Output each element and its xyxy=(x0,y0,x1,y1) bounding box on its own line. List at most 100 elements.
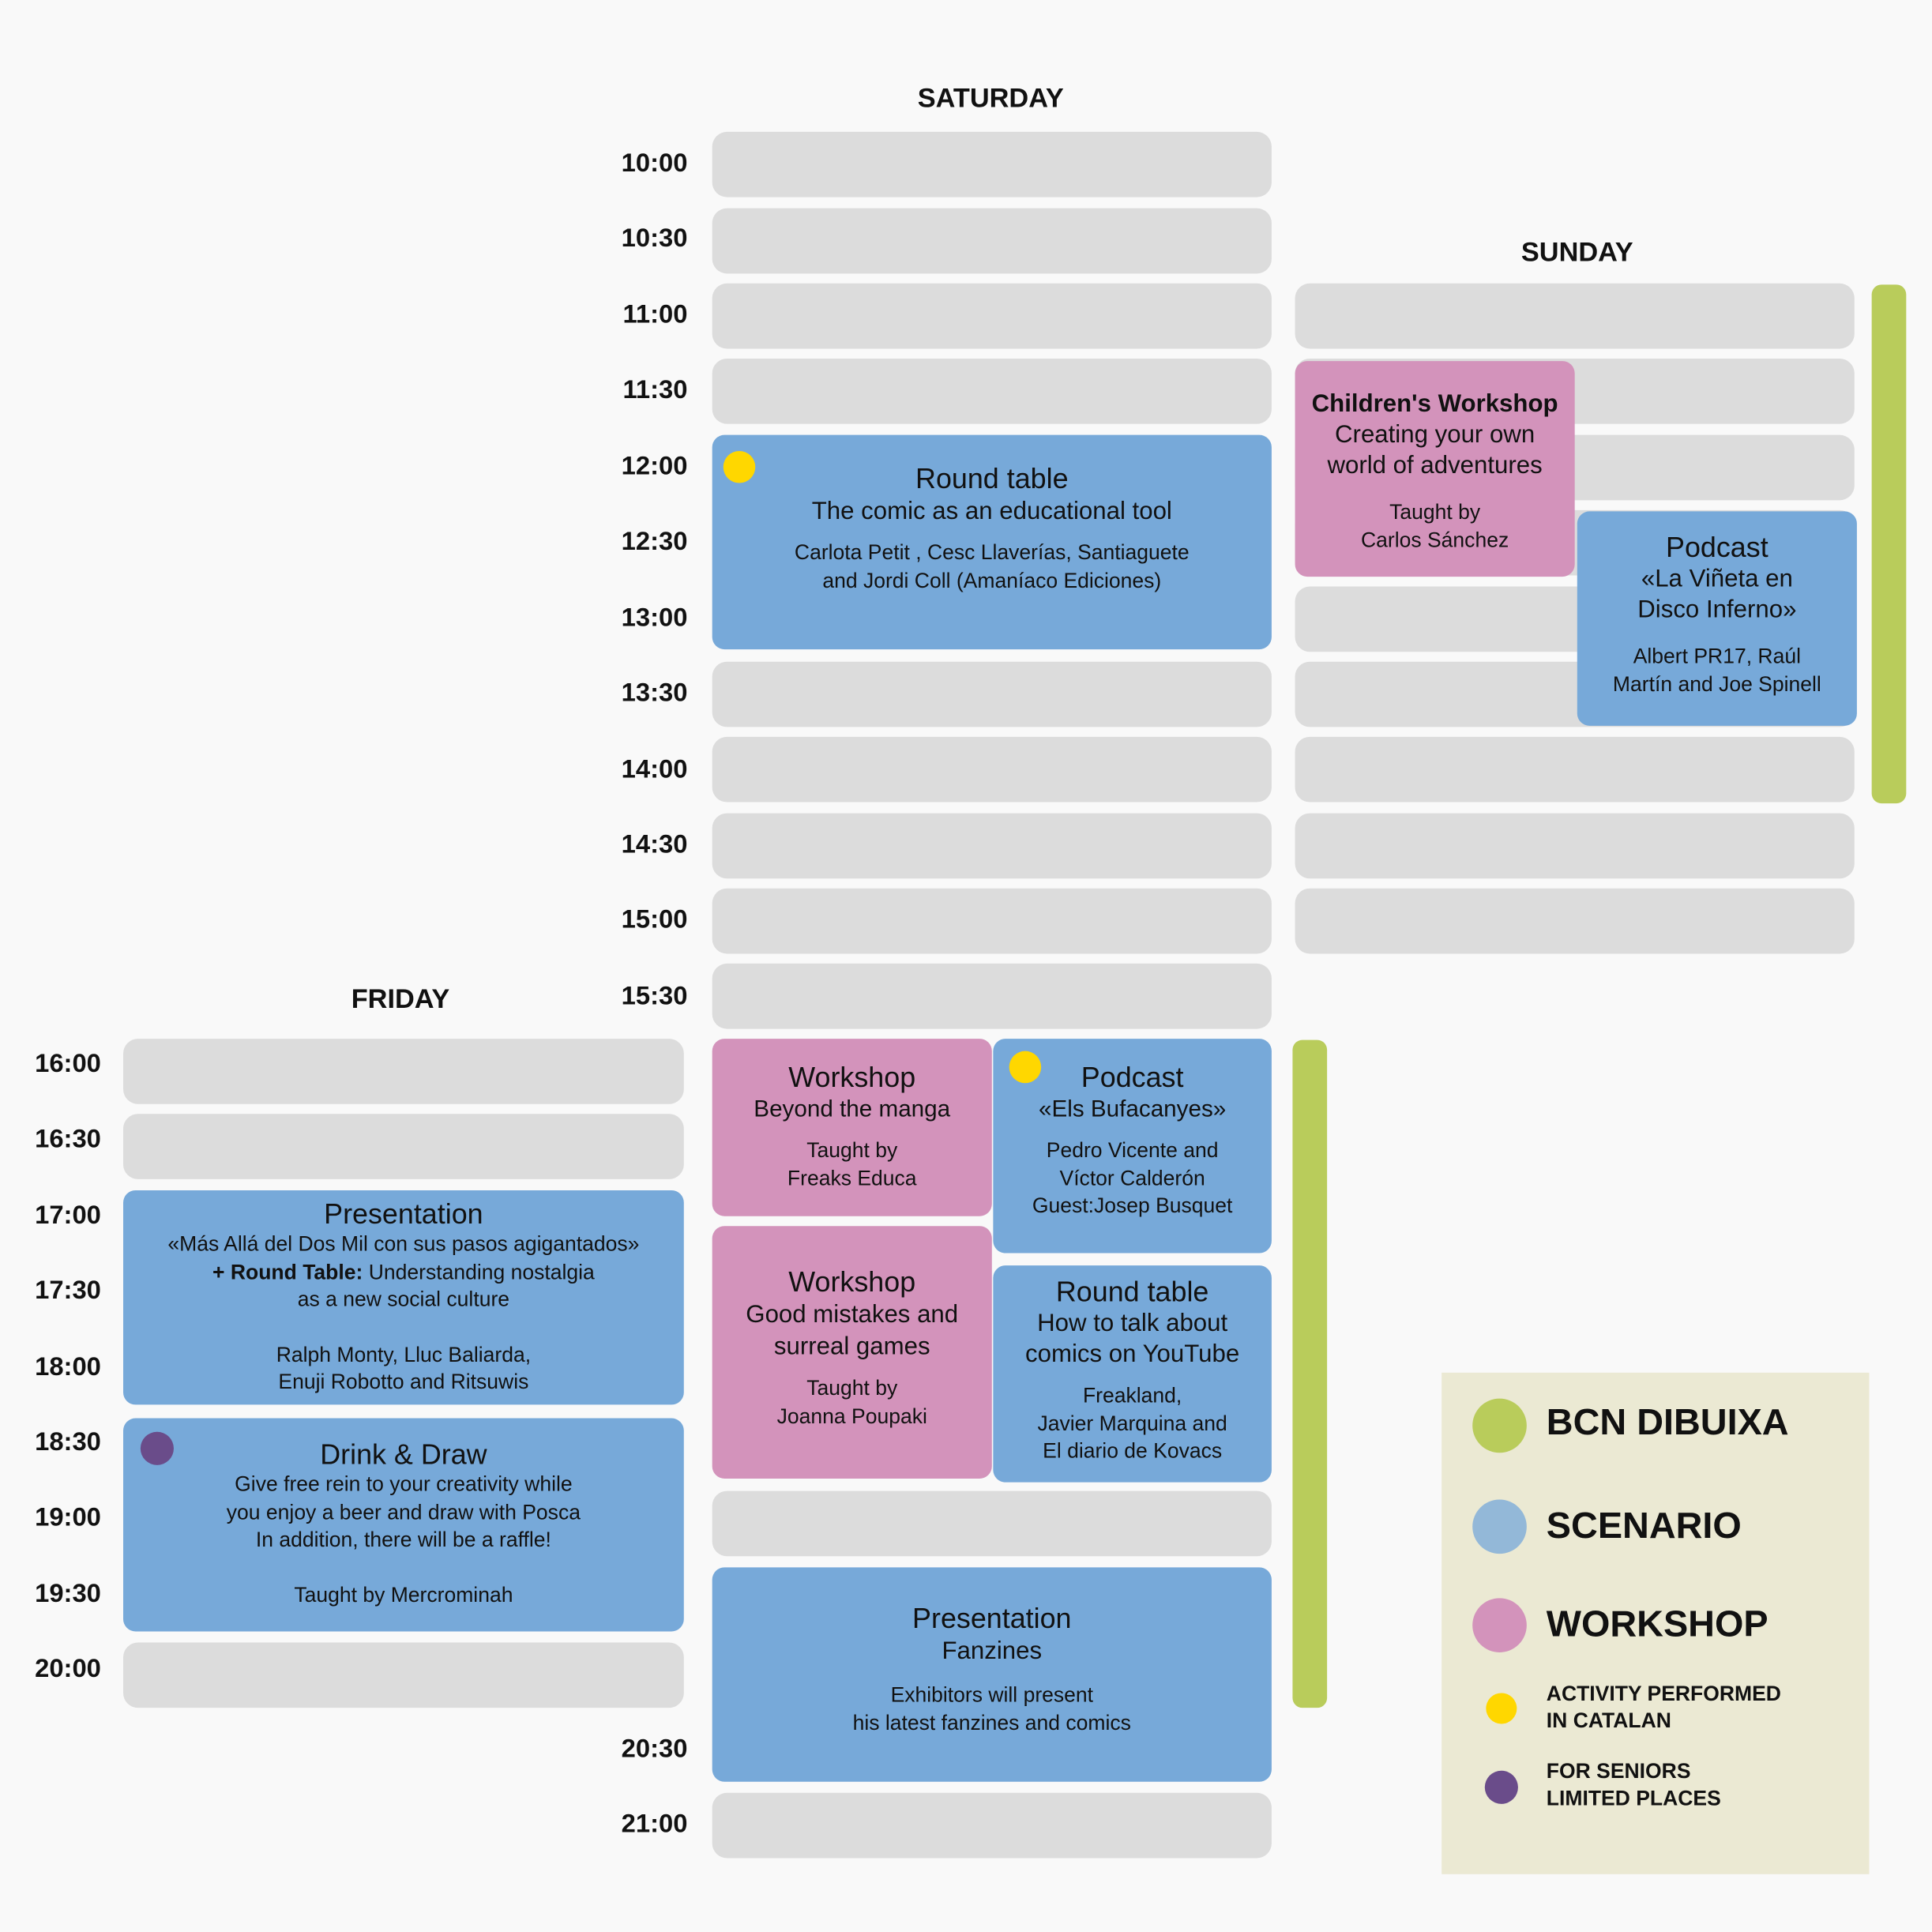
legend-workshop: WORKSHOP xyxy=(1546,1604,1768,1645)
time-label: 15:30 xyxy=(621,982,688,1011)
saturday-empty-slot[interactable] xyxy=(712,131,1272,197)
event-people: Taught by xyxy=(1389,500,1481,524)
time-label: 19:00 xyxy=(35,1503,101,1532)
day-saturday: SATURDAY xyxy=(917,82,1064,114)
friday-empty-slot[interactable] xyxy=(123,1114,684,1179)
event-people: Taught by Mercrominah xyxy=(294,1582,513,1607)
event-people: Guest:Josep Busquet xyxy=(1032,1193,1233,1218)
time-label: 14:30 xyxy=(621,830,688,859)
event-subtitle: Good mistakes and xyxy=(746,1301,959,1329)
time-label: 11:00 xyxy=(622,300,688,329)
saturday-empty-slot[interactable] xyxy=(712,1490,1272,1557)
time-label: 16:30 xyxy=(35,1125,101,1154)
event-people: Taught by xyxy=(806,1138,898,1163)
event-description: In addition, there will be a raffle! xyxy=(255,1528,551,1552)
event-title: Children's Workshop xyxy=(1311,390,1558,418)
time-label: 18:30 xyxy=(35,1428,101,1457)
event-subtitle: Disco Inferno» xyxy=(1637,596,1797,624)
sunday-empty-slot[interactable] xyxy=(1295,813,1855,879)
saturday-empty-slot[interactable] xyxy=(712,661,1272,727)
saturday-empty-slot[interactable] xyxy=(712,813,1272,879)
sunday-empty-slot[interactable] xyxy=(1295,283,1855,349)
time-label: 20:30 xyxy=(621,1735,688,1764)
event-subtitle-bold: + Round Table: xyxy=(212,1260,363,1284)
friday-empty-slot[interactable] xyxy=(123,1039,684,1104)
event-people: Martín and Joe Spinell xyxy=(1612,671,1821,696)
legend-seniors-line: LIMITED PLACES xyxy=(1546,1787,1721,1810)
friday-empty-slot[interactable] xyxy=(123,1642,684,1708)
event-drink-and-draw[interactable]: Drink & Draw Give free rein to your crea… xyxy=(123,1418,684,1632)
event-people: El diario de Kovacs xyxy=(1043,1439,1223,1463)
saturday-empty-slot[interactable] xyxy=(712,358,1272,424)
time-label: 15:00 xyxy=(621,905,688,934)
legend-seniors-line: FOR SENIORS xyxy=(1546,1759,1691,1784)
bcn-dibuixa-dot-icon xyxy=(1472,1398,1527,1453)
legend-catalan: ACTIVITY PERFORMED IN CATALAN xyxy=(1547,1681,1781,1735)
saturday-empty-slot[interactable] xyxy=(712,888,1272,954)
event-podcast-vineta[interactable]: Podcast «La Viñeta en Disco Inferno» Alb… xyxy=(1577,511,1857,726)
event-childrens-workshop[interactable]: Children's Workshop Creating your own wo… xyxy=(1295,361,1575,577)
catalan-dot-icon xyxy=(1009,1051,1042,1084)
event-title: Round table xyxy=(1055,1275,1209,1308)
event-round-table-educational[interactable]: Round table The comic as an educational … xyxy=(712,434,1272,650)
event-title: Podcast xyxy=(1081,1061,1184,1093)
time-label: 12:00 xyxy=(621,452,688,481)
event-people: Pedro Vicente and xyxy=(1046,1138,1219,1163)
event-people: Enuji Robotto and Ritsuwis xyxy=(278,1370,529,1394)
event-subtitle: «La Viñeta en xyxy=(1641,566,1793,593)
saturday-empty-slot[interactable] xyxy=(712,283,1272,349)
saturday-empty-slot[interactable] xyxy=(712,208,1272,274)
legend-scenario: SCENARIO xyxy=(1546,1505,1742,1547)
event-people: Exhibitors will present xyxy=(890,1682,1094,1707)
event-subtitle: «Más Allá del Dos Mil con sus pasos agig… xyxy=(167,1232,640,1256)
event-people: Freaks Educa xyxy=(787,1166,917,1190)
event-workshop-mistakes[interactable]: Workshop Good mistakes and surreal games… xyxy=(712,1226,992,1479)
event-people: his latest fanzines and comics xyxy=(852,1711,1131,1735)
saturday-empty-slot[interactable] xyxy=(712,1792,1272,1859)
sunday-empty-slot[interactable] xyxy=(1295,736,1855,802)
event-subtitle: world of adventures xyxy=(1327,452,1543,479)
time-label: 20:00 xyxy=(35,1655,101,1684)
saturday-empty-slot[interactable] xyxy=(712,736,1272,802)
event-podcast-bufacanyes[interactable]: Podcast «Els Bufacanyes» Pedro Vicente a… xyxy=(993,1039,1272,1254)
time-label: 19:30 xyxy=(35,1579,101,1608)
time-label: 17:30 xyxy=(35,1276,101,1306)
event-subtitle: Creating your own xyxy=(1335,421,1535,449)
legend-catalan-line: IN CATALAN xyxy=(1546,1708,1671,1733)
event-subtitle: Beyond the manga xyxy=(754,1096,951,1123)
event-subtitle-text: Understanding nostalgia xyxy=(363,1260,595,1284)
event-title: Presentation xyxy=(324,1197,483,1230)
legend-catalan-line: ACTIVITY PERFORMED xyxy=(1546,1682,1781,1706)
event-workshop-manga[interactable]: Workshop Beyond the manga Taught by Frea… xyxy=(712,1039,992,1216)
event-people: Freakland, xyxy=(1082,1383,1182,1408)
event-subtitle: as a new social culture xyxy=(297,1287,510,1311)
saturday-empty-slot[interactable] xyxy=(712,963,1272,1029)
event-subtitle: The comic as an educational tool xyxy=(811,498,1172,525)
legend-bcn-dibuixa: BCN DIBUIXA xyxy=(1546,1402,1789,1443)
seniors-dot-icon xyxy=(140,1431,174,1465)
time-label: 14:00 xyxy=(621,755,688,784)
time-label: 12:30 xyxy=(621,527,688,556)
bcn-dibuixa-bar-saturday xyxy=(1292,1039,1328,1708)
event-people: Javier Marquina and xyxy=(1037,1411,1227,1435)
event-people: Víctor Calderón xyxy=(1059,1166,1205,1190)
event-presentation-dos-mil[interactable]: Presentation «Más Allá del Dos Mil con s… xyxy=(123,1190,684,1405)
time-label: 10:00 xyxy=(621,148,688,178)
event-presentation-fanzines[interactable]: Presentation Fanzines Exhibitors will pr… xyxy=(712,1567,1272,1782)
event-title: Round table xyxy=(915,462,1069,494)
event-title: Workshop xyxy=(788,1061,916,1093)
sunday-empty-slot[interactable] xyxy=(1295,888,1855,954)
time-label: 18:00 xyxy=(35,1352,101,1381)
event-description: you enjoy a beer and draw with Posca xyxy=(226,1500,581,1524)
event-people: Carlos Sánchez xyxy=(1360,528,1509,552)
time-label: 10:30 xyxy=(621,224,688,253)
seniors-dot-icon xyxy=(1484,1770,1518,1804)
event-people: and Jordi Coll (Amaníaco Ediciones) xyxy=(822,568,1162,592)
workshop-dot-icon xyxy=(1472,1598,1527,1652)
event-subtitle: How to talk about xyxy=(1037,1310,1228,1337)
legend-seniors: FOR SENIORS LIMITED PLACES xyxy=(1547,1758,1721,1813)
event-round-table-youtube[interactable]: Round table How to talk about comics on … xyxy=(993,1265,1272,1483)
event-title: Presentation xyxy=(912,1601,1072,1634)
event-title: Podcast xyxy=(1666,531,1768,563)
